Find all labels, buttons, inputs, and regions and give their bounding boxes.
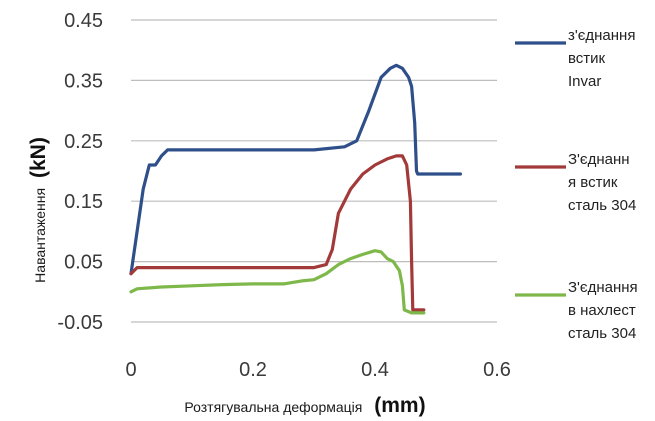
x-tick-label: 0	[125, 359, 136, 381]
legend-label-2: я встик	[568, 174, 618, 191]
legend-label-2: сталь 304	[568, 197, 636, 214]
y-tick-label: 0.15	[64, 191, 103, 213]
x-axis-title: Розтягувальна деформація (mm)	[184, 394, 425, 417]
y-tick-label: 0.45	[64, 10, 103, 32]
y-tick-label: -0.05	[57, 312, 103, 334]
x-tick-label: 0.4	[361, 359, 389, 381]
legend-label-1: встик	[568, 50, 606, 67]
legend-label-3: З'єднання	[568, 279, 638, 296]
series-line-1	[129, 63, 462, 276]
legend-label-3: сталь 304	[568, 325, 636, 342]
legend-label-3: в нахлест	[568, 302, 636, 319]
x-tick-label: 0.6	[483, 359, 511, 381]
x-tick-labels: 0 0.2 0.4 0.6	[125, 359, 510, 381]
y-tick-label: 0.35	[64, 70, 103, 92]
y-tick-labels: 0.45 0.35 0.25 0.15 0.05 -0.05	[57, 10, 103, 334]
svg-text:Навантаження (kN): Навантаження (kN)	[27, 137, 50, 283]
legend-label-1: Invar	[568, 73, 601, 90]
x-axis-unit: (mm)	[374, 394, 425, 417]
y-axis-unit: (kN)	[27, 137, 50, 178]
series-lines	[129, 63, 462, 315]
y-tick-label: 0.25	[64, 131, 103, 153]
series-line-2	[129, 154, 426, 312]
series-line-3	[129, 249, 426, 315]
y-tick-label: 0.05	[64, 252, 103, 274]
legend-label-1: з'єднання	[568, 27, 635, 44]
legend-label-2: З'єднанн	[568, 151, 630, 168]
grid	[131, 19, 497, 323]
x-axis-label: Розтягувальна деформація	[184, 399, 362, 415]
legend: з'єднання встик Invar З'єднанн я встик сталь …	[515, 27, 638, 342]
y-axis-label: Навантаження	[32, 188, 48, 283]
x-tick-label: 0.2	[239, 359, 267, 381]
y-axis-title: Навантаження (kN)	[27, 137, 50, 283]
